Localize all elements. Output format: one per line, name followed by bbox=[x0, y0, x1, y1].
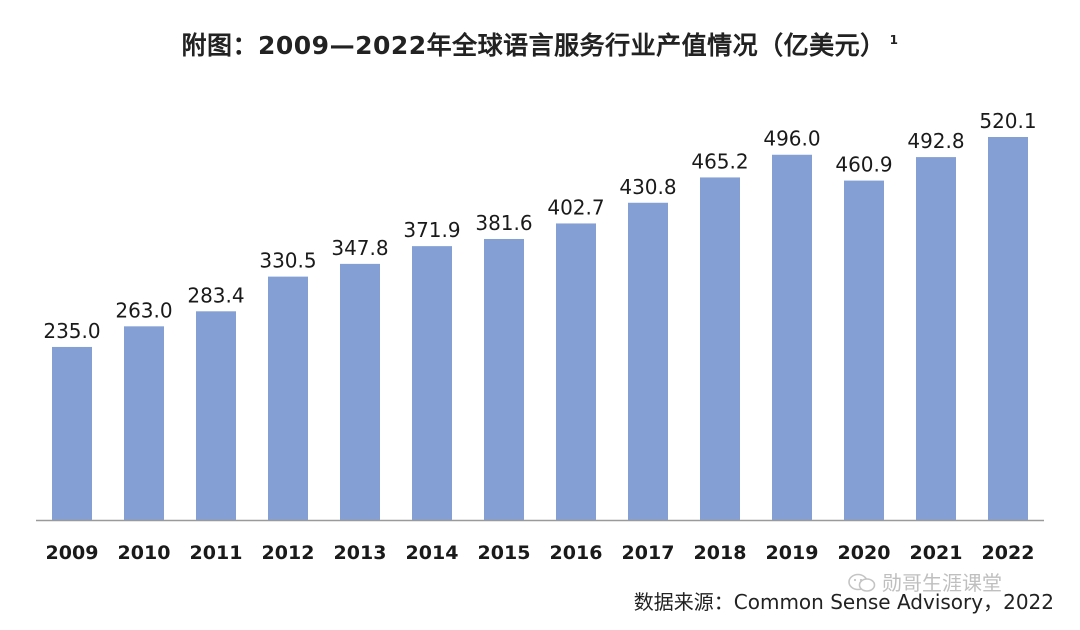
bar bbox=[52, 346, 92, 520]
x-tick-label: 2016 bbox=[550, 542, 603, 564]
bar-value-label: 460.9 bbox=[835, 153, 892, 177]
x-tick-label: 2009 bbox=[46, 542, 99, 564]
bar-value-label: 263.0 bbox=[115, 298, 172, 322]
x-tick-label: 2010 bbox=[118, 542, 171, 564]
x-tick-label: 2018 bbox=[694, 542, 747, 564]
x-tick-label: 2020 bbox=[838, 542, 891, 564]
bar bbox=[124, 326, 164, 520]
bar-value-label: 402.7 bbox=[547, 195, 604, 219]
bar-value-label: 381.6 bbox=[475, 211, 532, 235]
bar bbox=[700, 177, 740, 520]
chart-title: 附图：2009—2022年全球语言服务行业产值情况（亿美元） 1 bbox=[0, 26, 1080, 62]
bar-value-label: 283.4 bbox=[187, 283, 244, 307]
source-note: 数据来源：Common Sense Advisory，2022 bbox=[633, 590, 1054, 614]
bar bbox=[412, 246, 452, 520]
bar bbox=[988, 137, 1028, 520]
bar-value-label: 520.1 bbox=[979, 109, 1036, 133]
watermark: 勋哥生涯课堂 bbox=[848, 567, 1002, 596]
bar-value-label: 330.5 bbox=[259, 249, 316, 273]
bar bbox=[916, 157, 956, 520]
x-tick-label: 2013 bbox=[334, 542, 387, 564]
chart-title-text: 附图：2009—2022年全球语言服务行业产值情况（亿美元） bbox=[181, 31, 886, 60]
bar bbox=[844, 180, 884, 520]
bar bbox=[268, 276, 308, 520]
bar bbox=[196, 311, 236, 520]
x-tick-label: 2014 bbox=[406, 542, 459, 564]
bar-value-label: 465.2 bbox=[691, 149, 748, 173]
bar-value-label: 492.8 bbox=[907, 129, 964, 153]
x-tick-label: 2012 bbox=[262, 542, 315, 564]
bar-value-label: 235.0 bbox=[43, 319, 100, 343]
title-footnote-marker: 1 bbox=[889, 33, 899, 47]
x-tick-label: 2017 bbox=[622, 542, 675, 564]
bar bbox=[628, 202, 668, 520]
bar-value-label: 371.9 bbox=[403, 218, 460, 242]
bar bbox=[484, 238, 524, 520]
wechat-icon bbox=[848, 573, 876, 592]
x-tick-label: 2015 bbox=[478, 542, 531, 564]
bar-value-label: 496.0 bbox=[763, 127, 820, 151]
bar-value-label: 430.8 bbox=[619, 175, 676, 199]
x-tick-label: 2021 bbox=[910, 542, 963, 564]
bar bbox=[556, 223, 596, 520]
x-tick-label: 2022 bbox=[982, 542, 1035, 564]
bar-value-label: 347.8 bbox=[331, 236, 388, 260]
watermark-text: 勋哥生涯课堂 bbox=[882, 571, 1002, 595]
bar bbox=[340, 263, 380, 520]
x-tick-label: 2011 bbox=[190, 542, 243, 564]
x-tick-label: 2019 bbox=[766, 542, 819, 564]
bar bbox=[772, 154, 812, 520]
